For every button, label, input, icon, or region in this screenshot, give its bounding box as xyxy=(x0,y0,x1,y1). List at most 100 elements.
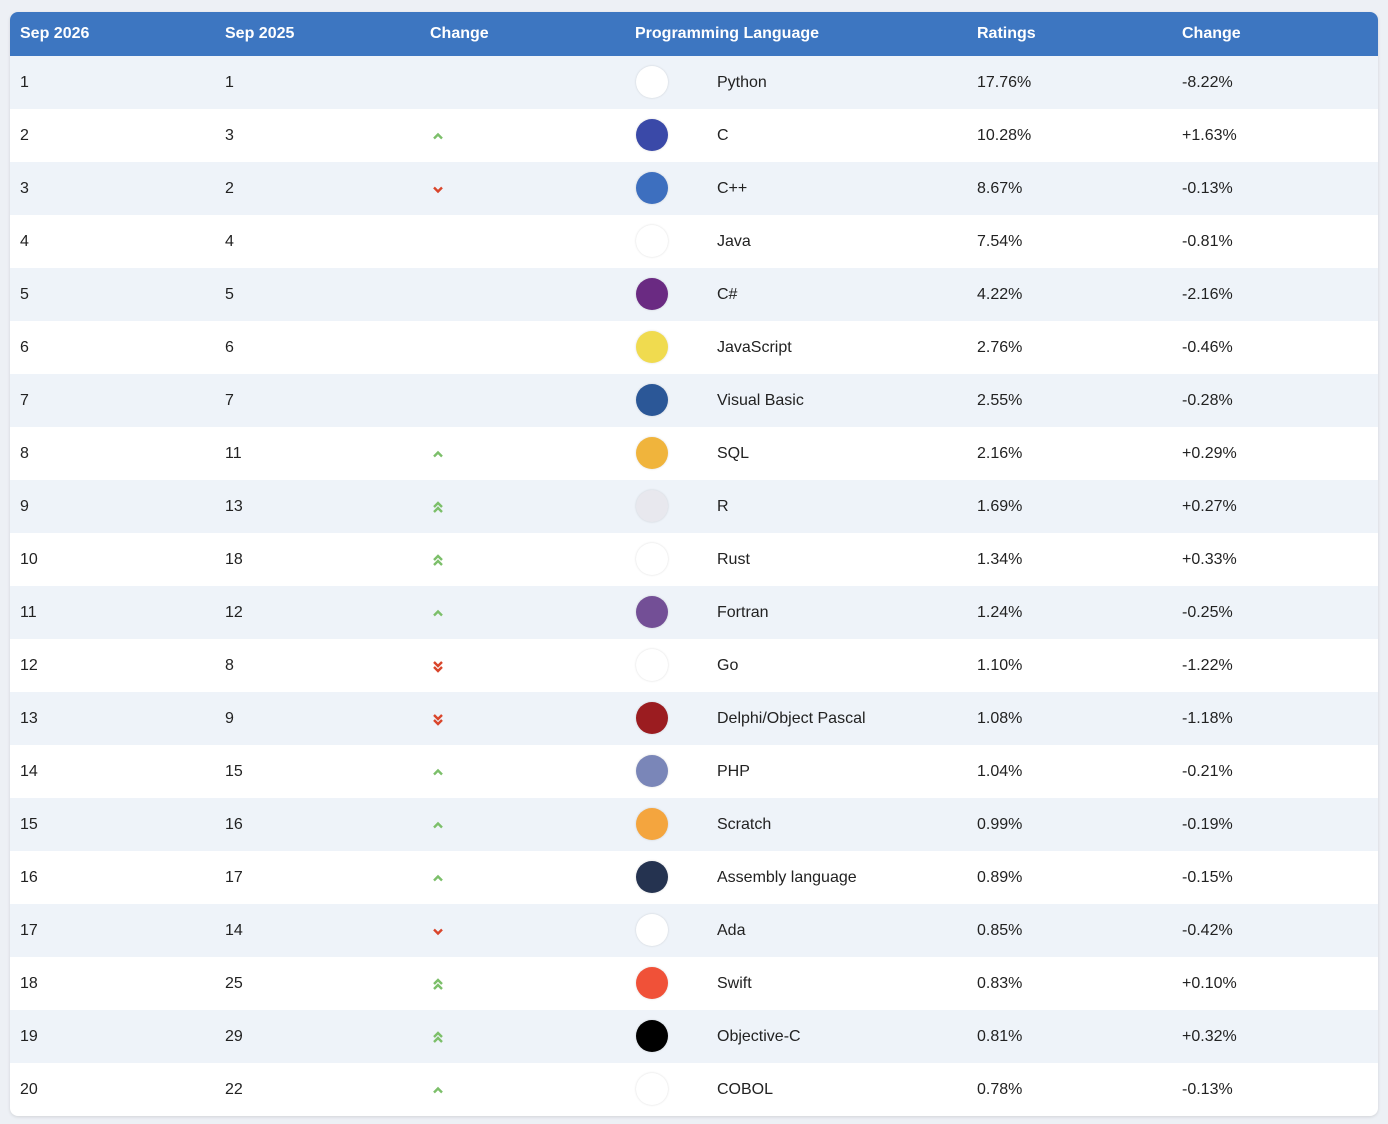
table-row: 5 5 C# 4.22% -2.16% xyxy=(10,268,1378,321)
table-row: 6 6 JavaScript 2.76% -0.46% xyxy=(10,321,1378,374)
current-rank: 10 xyxy=(20,550,38,568)
language-name: COBOL xyxy=(717,1080,774,1098)
language-name: Fortran xyxy=(717,603,769,621)
rating: 0.99% xyxy=(977,815,1023,833)
table-row: 12 8 Go 1.10% -1.22% xyxy=(10,639,1378,692)
language-icon xyxy=(636,384,668,416)
previous-rank: 11 xyxy=(225,444,242,462)
rating: 1.10% xyxy=(977,656,1023,674)
rank-up-icon xyxy=(433,821,443,829)
current-rank: 11 xyxy=(20,603,37,621)
language-name: C# xyxy=(717,285,738,303)
language-name: SQL xyxy=(717,444,750,462)
language-name: C++ xyxy=(717,179,748,197)
current-rank: 1 xyxy=(20,73,29,91)
language-icon xyxy=(636,967,668,999)
rating: 0.89% xyxy=(977,868,1023,886)
rating-change: -0.25% xyxy=(1182,603,1233,621)
language-icon xyxy=(636,543,668,575)
rating: 1.04% xyxy=(977,762,1023,780)
language-icon xyxy=(636,225,668,257)
rating-change: -0.81% xyxy=(1182,232,1233,250)
current-rank: 13 xyxy=(20,709,38,727)
current-rank: 2 xyxy=(20,126,29,144)
current-rank: 18 xyxy=(20,974,38,992)
language-icon xyxy=(636,119,668,151)
previous-rank: 1 xyxy=(225,73,234,91)
language-icon xyxy=(636,649,668,681)
rating-change: -8.22% xyxy=(1182,73,1233,91)
rating: 17.76% xyxy=(977,73,1032,91)
language-name: Ada xyxy=(717,921,746,939)
table-row: 17 14 Ada 0.85% -0.42% xyxy=(10,904,1378,957)
language-icon xyxy=(636,861,668,893)
header-cell: Sep 2026 xyxy=(20,25,90,42)
rating-change: -0.19% xyxy=(1182,815,1233,833)
rank-up-icon xyxy=(433,450,443,458)
table-row: 1 1 Python 17.76% -8.22% xyxy=(10,56,1378,109)
previous-rank: 3 xyxy=(225,126,234,144)
language-name: PHP xyxy=(717,762,750,780)
current-rank: 17 xyxy=(20,921,38,939)
rating-change: -0.46% xyxy=(1182,338,1233,356)
previous-rank: 15 xyxy=(225,762,243,780)
language-name: Scratch xyxy=(717,815,772,833)
language-icon xyxy=(636,66,668,98)
previous-rank: 29 xyxy=(225,1027,243,1045)
language-icon xyxy=(636,914,668,946)
current-rank: 12 xyxy=(20,656,38,674)
previous-rank: 17 xyxy=(225,868,243,886)
rating-change: +0.10% xyxy=(1182,974,1237,992)
rank-up-icon xyxy=(433,1086,443,1094)
rating-change: -2.16% xyxy=(1182,285,1233,303)
table-row: 20 22 COBOL 0.78% -0.13% xyxy=(10,1063,1378,1116)
current-rank: 20 xyxy=(20,1080,38,1098)
header-cell: Change xyxy=(1182,25,1241,42)
rating-change: -1.22% xyxy=(1182,656,1233,674)
table-row: 10 18 Rust 1.34% +0.33% xyxy=(10,533,1378,586)
rank-up-icon xyxy=(433,501,443,513)
language-name: JavaScript xyxy=(717,338,792,356)
rating: 0.78% xyxy=(977,1080,1023,1098)
previous-rank: 12 xyxy=(225,603,243,621)
rating: 0.81% xyxy=(977,1027,1023,1045)
rating: 10.28% xyxy=(977,126,1032,144)
table-row: 13 9 Delphi/Object Pascal 1.08% -1.18% xyxy=(10,692,1378,745)
language-name: Rust xyxy=(717,550,750,568)
rating-change: +0.27% xyxy=(1182,497,1237,515)
language-icon xyxy=(636,278,668,310)
previous-rank: 5 xyxy=(225,285,234,303)
previous-rank: 9 xyxy=(225,709,234,727)
current-rank: 6 xyxy=(20,338,29,356)
rating: 1.24% xyxy=(977,603,1023,621)
rank-down-icon xyxy=(433,928,443,936)
language-icon xyxy=(636,437,668,469)
header-cell: Change xyxy=(430,25,489,42)
current-rank: 16 xyxy=(20,868,38,886)
rating: 8.67% xyxy=(977,179,1023,197)
rating-change: -0.28% xyxy=(1182,391,1233,409)
language-name: Assembly language xyxy=(717,868,857,886)
rating-change: -0.15% xyxy=(1182,868,1233,886)
rating-change: +0.33% xyxy=(1182,550,1237,568)
rating-change: +1.63% xyxy=(1182,126,1237,144)
rating: 1.34% xyxy=(977,550,1023,568)
language-name: Go xyxy=(717,656,739,674)
rank-up-icon xyxy=(433,1031,443,1043)
table-row: 14 15 PHP 1.04% -0.21% xyxy=(10,745,1378,798)
table-row: 7 7 Visual Basic 2.55% -0.28% xyxy=(10,374,1378,427)
previous-rank: 18 xyxy=(225,550,243,568)
current-rank: 7 xyxy=(20,391,29,409)
previous-rank: 13 xyxy=(225,497,243,515)
rating-change: -0.13% xyxy=(1182,1080,1233,1098)
language-name: Visual Basic xyxy=(717,391,804,409)
current-rank: 19 xyxy=(20,1027,38,1045)
rank-up-icon xyxy=(433,768,443,776)
rating-change: +0.32% xyxy=(1182,1027,1237,1045)
table-row: 2 3 C 10.28% +1.63% xyxy=(10,109,1378,162)
table-row: 11 12 Fortran 1.24% -0.25% xyxy=(10,586,1378,639)
language-name: Python xyxy=(717,73,767,91)
header-cell: Ratings xyxy=(977,25,1036,42)
current-rank: 5 xyxy=(20,285,29,303)
current-rank: 14 xyxy=(20,762,38,780)
